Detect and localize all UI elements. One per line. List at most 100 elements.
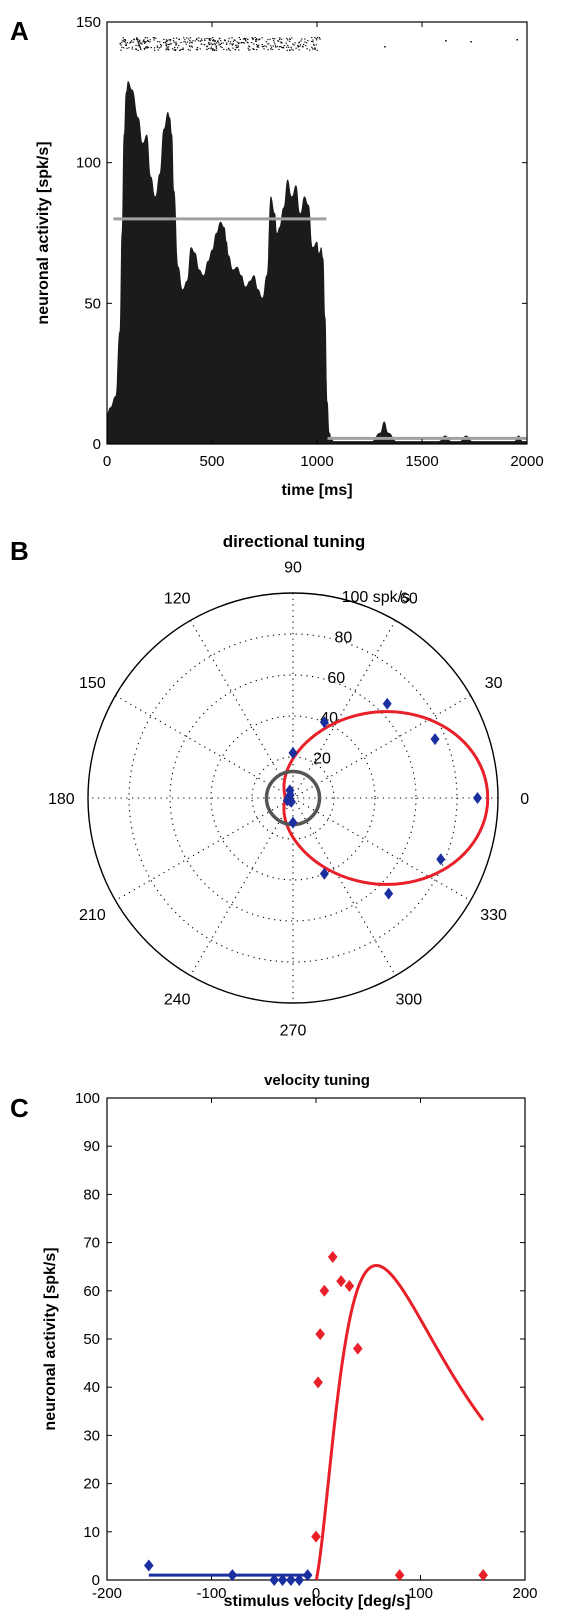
- raster-spike: [292, 49, 294, 51]
- raster-spike: [274, 38, 276, 40]
- raster-spike: [185, 43, 187, 45]
- polar-angle-label: 210: [79, 907, 106, 924]
- raster-spike: [297, 45, 299, 47]
- tuning-data-point: [288, 746, 298, 759]
- tuning-data-point: [436, 853, 446, 866]
- raster-spike: [181, 48, 183, 50]
- raster-spike: [196, 38, 198, 40]
- raster-spike: [270, 45, 272, 47]
- raster-spike: [194, 40, 196, 42]
- raster-spike: [153, 47, 156, 49]
- raster-spike: [235, 44, 237, 46]
- velocity-data-point: [336, 1275, 346, 1288]
- raster-spike: [203, 44, 205, 46]
- raster-spike: [210, 46, 212, 48]
- raster-spike: [222, 42, 224, 44]
- raster-spike: [261, 37, 263, 39]
- raster-spike: [264, 45, 266, 47]
- raster-spike: [229, 41, 232, 43]
- raster-spike: [146, 37, 148, 39]
- raster-spike: [189, 45, 191, 47]
- raster-spike: [175, 41, 177, 43]
- polar-radial-label: 60: [327, 670, 345, 687]
- raster-spike: [119, 42, 121, 44]
- raster-spike: [212, 37, 214, 39]
- raster-spike: [238, 42, 240, 44]
- y-tick-label: 70: [83, 1235, 100, 1252]
- raster-spike: [313, 48, 315, 50]
- raster-spike: [270, 47, 273, 49]
- raster-spike: [210, 42, 212, 44]
- velocity-data-point: [269, 1574, 279, 1586]
- raster-spike: [173, 37, 175, 39]
- raster-spike: [212, 43, 214, 45]
- velocity-data-point: [319, 1284, 330, 1297]
- raster-spike: [445, 40, 447, 42]
- raster-spike: [218, 42, 220, 44]
- raster-spike: [186, 37, 188, 39]
- polar-angle-label: 30: [485, 675, 503, 692]
- raster-spike: [120, 44, 122, 46]
- velocity-data-point: [344, 1279, 355, 1292]
- tuning-data-point: [384, 887, 394, 900]
- y-tick-label: 50: [84, 295, 101, 312]
- raster-spike: [166, 46, 168, 48]
- raster-spike: [301, 38, 303, 40]
- raster-spike: [279, 37, 281, 39]
- raster-spike: [132, 41, 134, 43]
- psth-y-ticks: 0 50 100 150: [76, 14, 527, 453]
- raster-spike: [157, 41, 159, 43]
- raster-spike: [133, 38, 135, 40]
- raster-spike: [303, 43, 305, 45]
- raster-spike: [137, 41, 139, 43]
- y-tick-label: 10: [83, 1524, 100, 1541]
- raster-spike: [147, 46, 150, 48]
- tuning-data-point: [319, 867, 329, 880]
- tuning-data-point: [288, 816, 298, 829]
- raster-spike: [144, 37, 146, 39]
- raster-spike: [183, 41, 185, 43]
- raster-spike: [175, 49, 177, 51]
- raster-spike: [176, 47, 179, 49]
- raster-spike: [170, 43, 172, 45]
- raster-spike: [142, 41, 144, 43]
- raster-spike: [275, 46, 277, 48]
- velocity-x-axis-label: stimulus velocity [deg/s]: [224, 1593, 411, 1610]
- x-tick-label: 500: [199, 453, 224, 470]
- y-tick-label: 40: [83, 1379, 100, 1396]
- raster-spike: [196, 47, 198, 49]
- raster-spike: [214, 40, 216, 42]
- raster-spike: [125, 43, 127, 45]
- raster-spike: [131, 46, 134, 48]
- raster-spike: [201, 43, 203, 45]
- raster-spike: [282, 46, 285, 48]
- raster-spike: [146, 47, 148, 49]
- raster-spike: [224, 39, 226, 41]
- raster-spike: [291, 37, 293, 39]
- y-tick-label: 30: [83, 1427, 100, 1444]
- raster-spike: [172, 40, 175, 42]
- raster-spike: [198, 37, 200, 39]
- raster-spike: [192, 40, 194, 42]
- raster-spike: [153, 39, 155, 41]
- raster-spike: [214, 42, 216, 44]
- raster-spike: [256, 45, 259, 47]
- raster-spike: [274, 45, 277, 47]
- raster-spike: [154, 49, 156, 51]
- raster-spike: [267, 49, 269, 51]
- raster-spike: [278, 40, 280, 42]
- raster-spike: [139, 46, 141, 48]
- raster-spike: [199, 40, 202, 42]
- raster-spike: [313, 44, 315, 46]
- raster-spike: [308, 49, 311, 51]
- raster-spike: [311, 37, 313, 39]
- raster-spike: [128, 47, 130, 49]
- velocity-data-point: [327, 1251, 338, 1264]
- raster-spike: [279, 38, 281, 40]
- raster-spike: [289, 38, 291, 40]
- raster-spike: [285, 42, 287, 44]
- raster-spike: [217, 40, 219, 42]
- raster-spike: [160, 46, 162, 48]
- raster-spike: [247, 38, 249, 40]
